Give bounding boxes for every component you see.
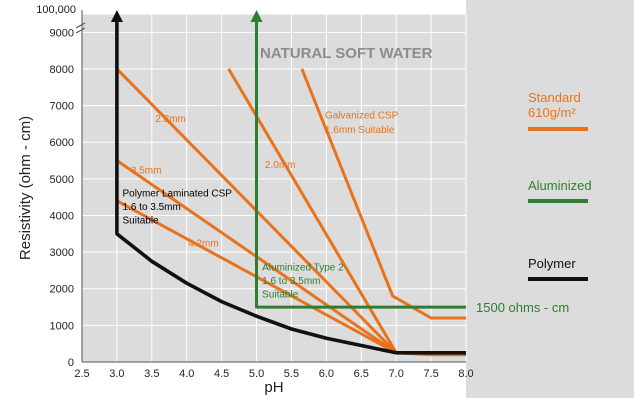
y-break-label: 100,000 [36,4,76,16]
legend-swatch [528,199,588,203]
annotation: Galvanized CSP [325,110,399,121]
annotation: 1.6 to 3.5mm [122,202,180,213]
legend-label: Standard [528,90,581,105]
region-title: NATURAL SOFT WATER [260,45,433,62]
y-tick-label: 4000 [50,210,74,222]
annotation: Polymer Laminated CSP [122,188,232,199]
annotation: Suitable [262,290,299,301]
x-tick-label: 7.0 [389,368,404,380]
x-tick-label: 8.0 [458,368,473,380]
y-tick-label: 2000 [50,284,74,296]
y-tick-label: 8000 [50,64,74,76]
x-axis-title: pH [264,379,283,396]
axis-break-mark [75,22,86,34]
y-tick-label: 7000 [50,101,74,113]
annotation: 4.2mm [188,239,219,250]
y-tick-label: 6000 [50,137,74,149]
y-tick-label: 0 [68,357,74,369]
legend-swatch [528,127,588,131]
x-tick-label: 2.5 [74,368,89,380]
aluminized-arrow [250,10,263,22]
y-tick-label: 5000 [50,174,74,186]
polymer-arrow [110,10,123,22]
annotation: Suitable [122,216,159,227]
x-tick-label: 4.0 [179,368,194,380]
x-tick-label: 5.5 [284,368,299,380]
series-line-poly [115,14,466,355]
legend-swatch [528,277,588,281]
x-tick-label: 4.5 [214,368,229,380]
y-tick-label: 3000 [50,247,74,259]
y-tick-label: 9000 [50,27,74,39]
annotation: Aluminized Type 2 [262,262,344,273]
legend-label-sub: 610g/m² [528,105,576,120]
annotation: 2.0mm [265,160,296,171]
x-tick-label: 5.0 [249,368,264,380]
x-tick-label: 7.5 [423,368,438,380]
annotation: 1.6 to 3.5mm [262,276,320,287]
y-tick-label: 1000 [50,320,74,332]
x-tick-label: 3.0 [109,368,124,380]
legend-label: Aluminized [528,178,592,193]
plot-area [82,14,466,362]
y-axis-title: Resistivity (ohm - cm) [17,116,34,260]
x-tick-label: 6.5 [354,368,369,380]
annotation: 1.6mm Suitable [325,125,395,136]
threshold-callout: 1500 ohms - cm [476,300,569,315]
annotation: 3.5mm [131,165,162,176]
annotation: 2.8mm [155,114,186,125]
legend-label: Polymer [528,256,576,271]
x-tick-label: 3.5 [144,368,159,380]
x-tick-label: 6.0 [319,368,334,380]
series-line-alu [255,14,466,309]
